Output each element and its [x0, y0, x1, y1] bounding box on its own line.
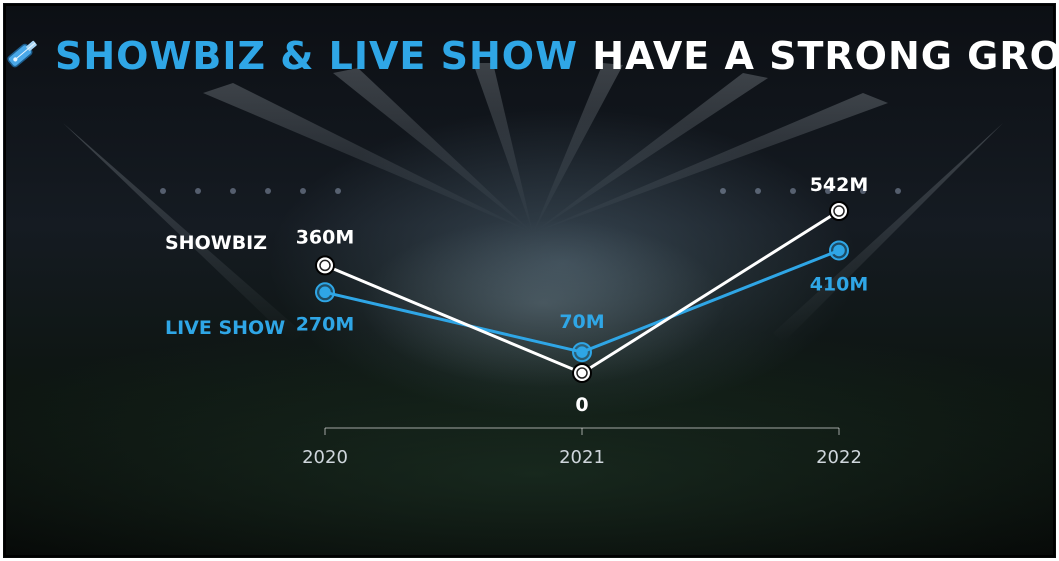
stage-lights-background	[63, 63, 1003, 343]
guitar-icon	[3, 33, 43, 82]
data-label: 270M	[296, 313, 355, 335]
data-point	[576, 346, 588, 358]
page-title: SHOWBIZ & LIVE SHOW HAVE A STRONG GROWTH	[3, 33, 1059, 82]
data-point	[319, 286, 331, 299]
legend-live-show: LIVE SHOW	[165, 317, 286, 339]
data-point	[833, 205, 845, 217]
data-label: 542M	[810, 174, 869, 196]
x-tick-label: 2022	[816, 447, 862, 468]
data-label: 0	[575, 394, 588, 416]
series-line-live-show	[324, 249, 840, 354]
data-label: 70M	[559, 311, 604, 333]
data-point	[319, 259, 331, 272]
title-rest: HAVE A STRONG GROWTH	[592, 34, 1059, 78]
x-tick-label: 2020	[302, 447, 348, 468]
legend-showbiz: SHOWBIZ	[165, 232, 268, 254]
data-label: 410M	[810, 273, 869, 295]
x-tick-label: 2021	[559, 447, 605, 468]
data-label: 360M	[296, 226, 355, 248]
data-point	[833, 244, 845, 257]
title-highlight: SHOWBIZ & LIVE SHOW	[55, 34, 578, 78]
data-point	[576, 367, 588, 379]
line-chart: 2020 2021 2022 270M 70M 410M 360M 0 542M	[296, 174, 869, 468]
